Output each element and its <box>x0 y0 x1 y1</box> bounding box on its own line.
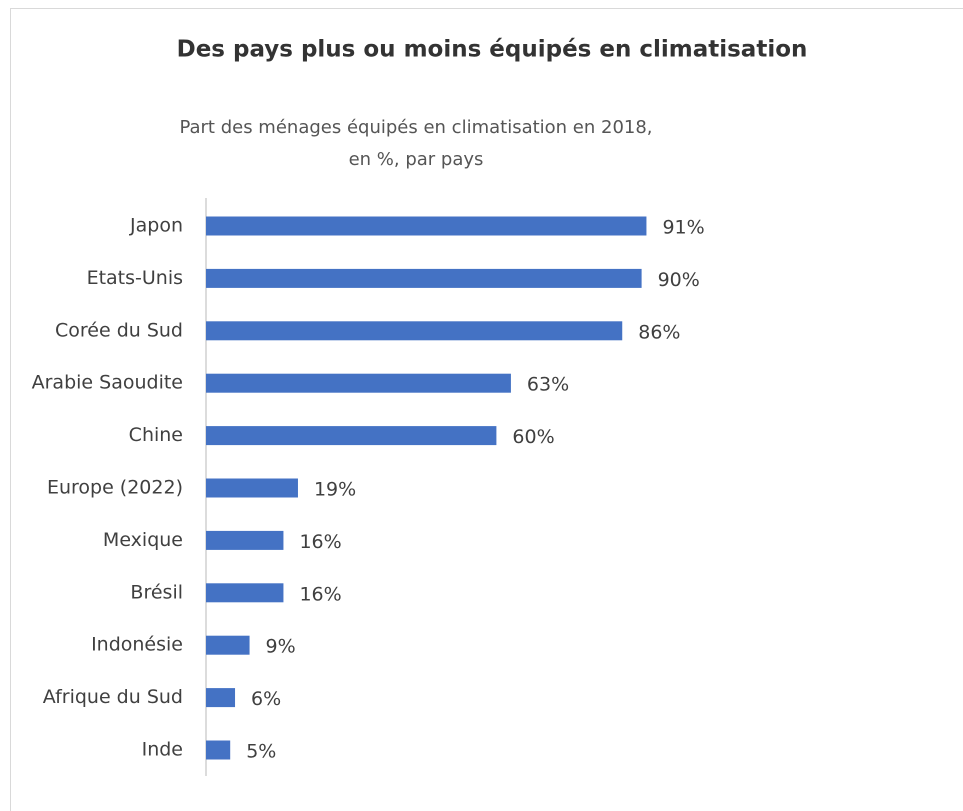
bar <box>206 373 511 393</box>
category-label: Afrique du Sud <box>43 686 183 708</box>
category-label: Japon <box>129 215 183 237</box>
value-label: 19% <box>314 479 356 501</box>
category-label: Inde <box>142 739 183 761</box>
bar <box>206 268 642 288</box>
bar <box>206 688 236 708</box>
value-label: 60% <box>512 426 554 448</box>
value-label: 91% <box>662 217 704 239</box>
value-label: 9% <box>266 636 296 658</box>
value-label: 90% <box>658 269 700 291</box>
bar <box>206 583 284 603</box>
value-label: 63% <box>527 374 569 396</box>
bar <box>206 530 284 550</box>
category-label: Mexique <box>103 529 183 551</box>
bar <box>206 216 647 236</box>
value-label: 16% <box>299 583 341 605</box>
value-label: 16% <box>299 531 341 553</box>
bar <box>206 478 298 498</box>
chart-title: Des pays plus ou moins équipés en climat… <box>177 37 808 63</box>
category-label: Arabie Saoudite <box>32 372 183 394</box>
bar <box>206 740 231 760</box>
category-label: Europe (2022) <box>47 477 183 499</box>
category-label: Chine <box>129 424 183 446</box>
category-label: Corée du Sud <box>55 319 183 341</box>
bar <box>206 321 623 341</box>
value-label: 5% <box>246 741 276 763</box>
chart-frame <box>10 8 963 811</box>
chart-subtitle: en %, par pays <box>349 149 484 170</box>
chart-subtitle: Part des ménages équipés en climatisatio… <box>179 117 652 138</box>
category-label: Brésil <box>130 581 183 603</box>
value-label: 6% <box>251 688 281 710</box>
bar <box>206 426 497 446</box>
category-label: Indonésie <box>91 634 183 656</box>
category-label: Etats-Unis <box>87 267 183 289</box>
value-label: 86% <box>638 321 680 343</box>
bar <box>206 635 250 655</box>
